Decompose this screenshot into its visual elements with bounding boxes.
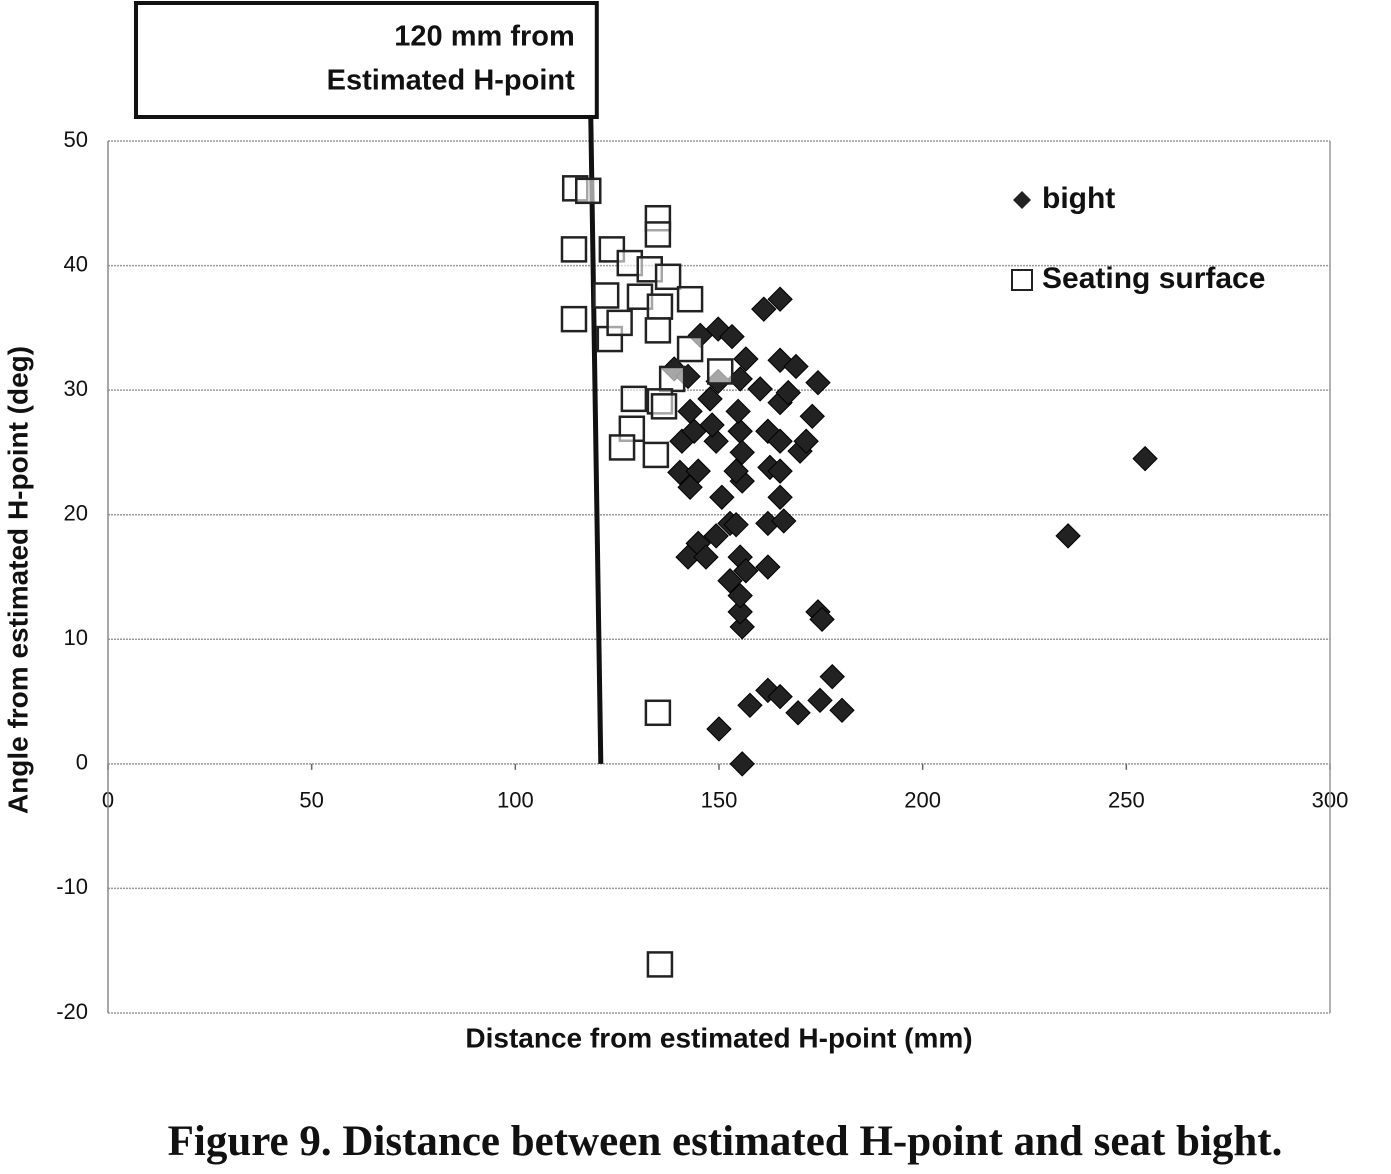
bight-point <box>767 286 793 312</box>
reference-line <box>588 117 604 764</box>
bight-point <box>693 544 719 570</box>
x-tick-label: 200 <box>904 788 941 813</box>
seating-point <box>608 434 636 461</box>
seating-point <box>642 441 670 469</box>
bight-point <box>747 376 773 402</box>
bight-point <box>677 398 703 425</box>
seating-point <box>644 317 672 344</box>
y-tick-label: 10 <box>64 625 88 650</box>
bight-point <box>767 458 793 484</box>
bight-point <box>719 323 745 350</box>
bight-point <box>727 599 753 625</box>
legend-label: bight <box>1042 182 1115 215</box>
bight-point <box>709 484 735 510</box>
bight-point <box>706 716 732 742</box>
seating-point <box>676 285 704 313</box>
bight-point <box>697 386 723 412</box>
seating-point <box>646 951 674 978</box>
bight-point <box>733 558 759 584</box>
x-axis-title: Distance from estimated H-point (mm) <box>465 1022 972 1053</box>
bight-point <box>767 347 793 373</box>
bight-point <box>767 428 793 454</box>
bight-point <box>667 459 693 486</box>
bight-point <box>727 582 753 609</box>
seating-point <box>650 393 678 420</box>
bight-point <box>793 428 819 454</box>
y-tick-label: 30 <box>64 376 88 401</box>
bight-point <box>729 439 755 466</box>
annotation-box <box>134 1 599 119</box>
seating-point <box>560 236 588 263</box>
bight-point <box>819 663 845 690</box>
bight-point <box>723 458 749 484</box>
bight-point <box>733 346 759 372</box>
bight-point <box>767 484 793 510</box>
annotation-text: 120 mm from <box>394 21 575 53</box>
bight-point <box>799 403 825 430</box>
y-tick-label: -20 <box>56 999 88 1024</box>
y-tick-label: 40 <box>64 251 88 276</box>
seating-point <box>644 699 672 727</box>
bight-point <box>729 614 755 640</box>
bight-point <box>829 697 855 723</box>
bight-point <box>751 296 777 322</box>
seating-point <box>592 282 620 309</box>
bight-point <box>727 418 753 444</box>
x-tick-label: 100 <box>497 788 534 813</box>
bight-point <box>771 508 797 534</box>
seating-point <box>676 335 704 363</box>
seating-point <box>706 358 734 385</box>
bight-point <box>767 683 793 710</box>
bight-point <box>807 687 833 714</box>
seating-point <box>606 309 633 337</box>
figure-caption: Figure 9. Distance between estimated H-p… <box>168 1118 1283 1165</box>
seating-point <box>646 293 674 320</box>
legend-label: Seating surface <box>1042 262 1265 295</box>
bight-point <box>685 458 711 484</box>
bight-point <box>717 568 743 594</box>
bight-point <box>783 353 809 380</box>
bight-point <box>1055 523 1081 549</box>
x-tick-label: 150 <box>701 788 738 813</box>
bight-point <box>809 606 835 633</box>
seating-point <box>644 221 672 248</box>
bight-point <box>725 398 751 425</box>
bight-point <box>755 554 781 580</box>
seating-point <box>560 305 588 333</box>
bight-point <box>737 692 763 719</box>
seating-point <box>654 263 682 291</box>
legend-swatch <box>1013 191 1031 209</box>
y-tick-label: 50 <box>64 127 88 152</box>
x-tick-label: 250 <box>1108 788 1145 813</box>
bight-point <box>785 700 811 726</box>
bight-point <box>805 369 831 396</box>
y-tick-label: -10 <box>56 874 88 899</box>
bight-point <box>703 523 729 549</box>
seating-point <box>574 177 602 205</box>
annotation-text: Estimated H-point <box>327 65 575 97</box>
y-tick-label: 20 <box>64 501 88 526</box>
legend-swatch <box>1011 269 1033 291</box>
y-tick-label: 0 <box>76 750 88 775</box>
bight-point <box>1132 445 1158 472</box>
bight-point <box>699 412 725 438</box>
bight-point <box>723 511 749 538</box>
seating-point <box>658 365 686 393</box>
seating-point <box>620 385 648 413</box>
x-tick-label: 50 <box>299 788 323 813</box>
bight-point <box>775 379 801 406</box>
bight-point <box>729 751 755 777</box>
y-axis-title: Angle from estimated H-point (deg) <box>2 346 33 814</box>
